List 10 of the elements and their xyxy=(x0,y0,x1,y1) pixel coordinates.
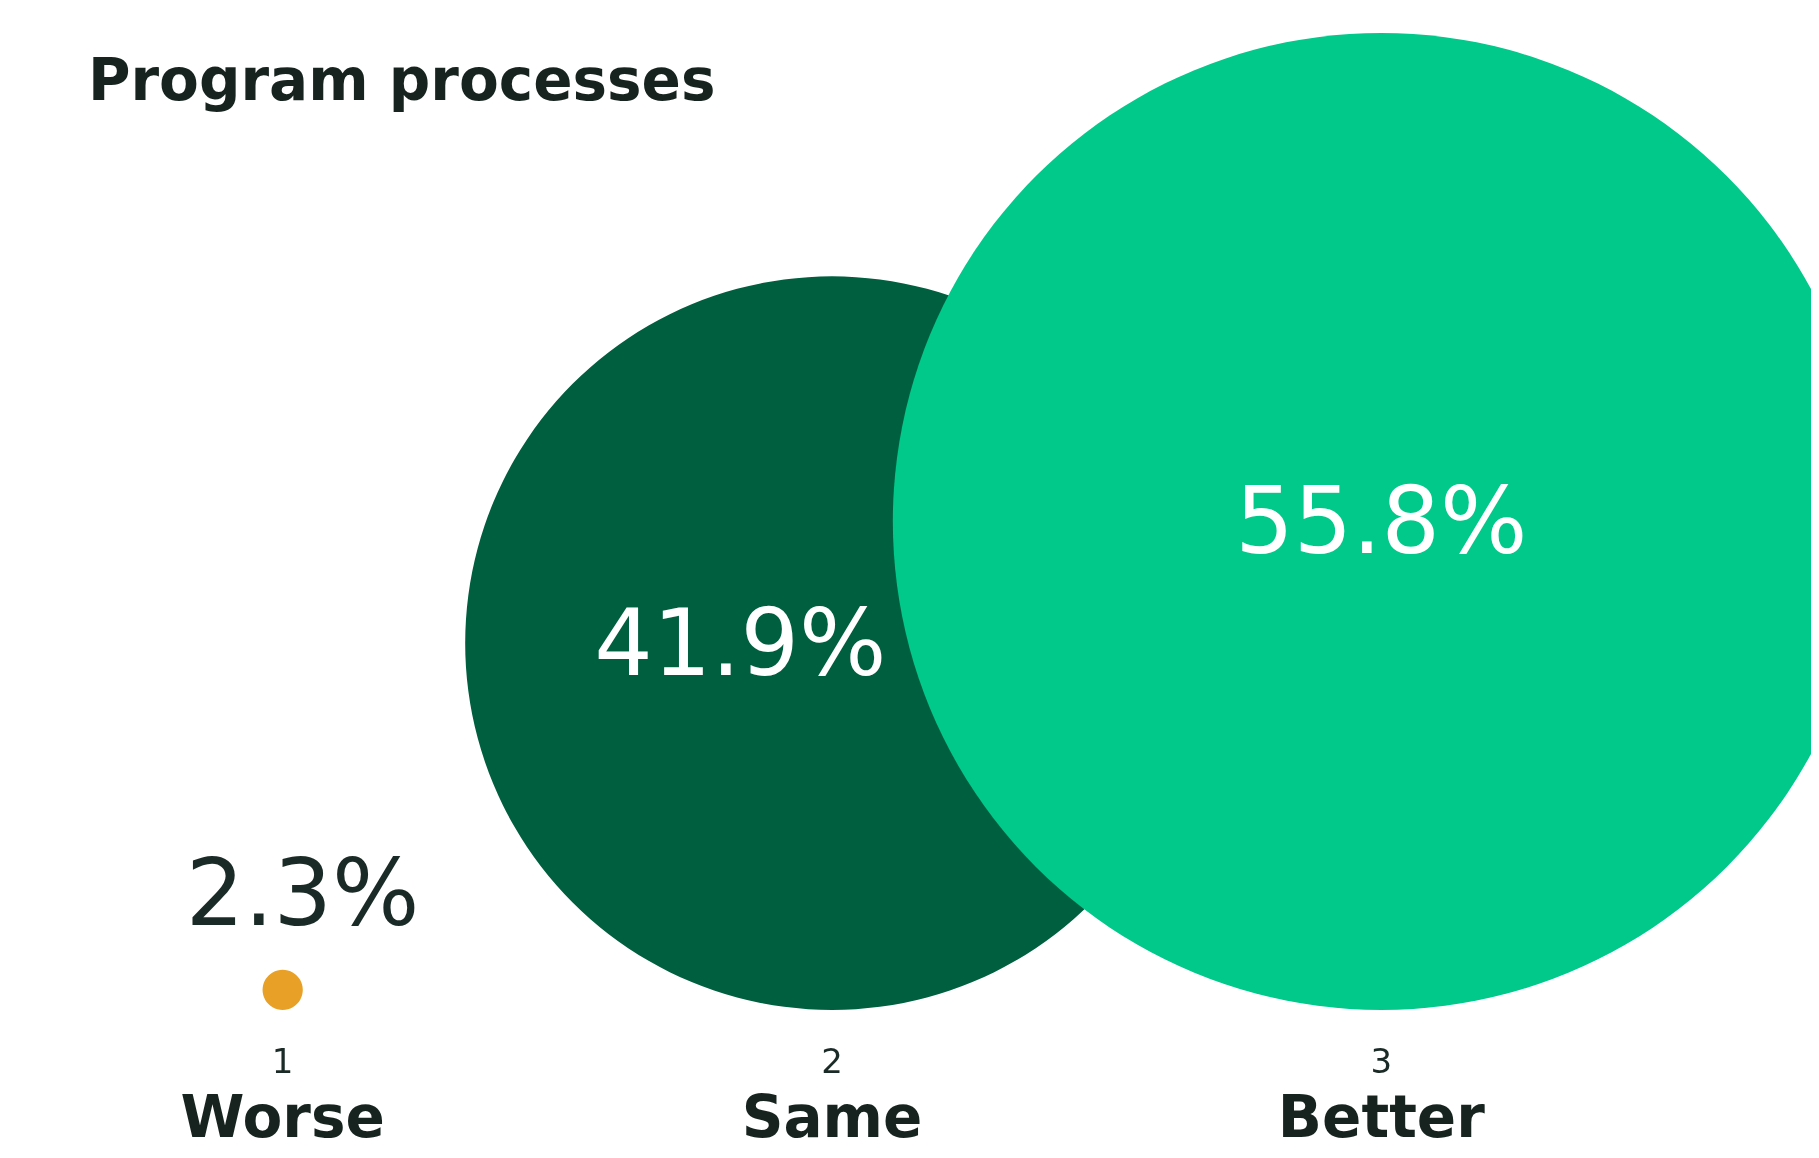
text: Program processes xyxy=(88,46,716,114)
data-label: 2.3% xyxy=(185,840,420,948)
category-label: Worse xyxy=(180,1083,385,1151)
category-label: Same xyxy=(741,1083,923,1151)
text: 1 xyxy=(271,1041,294,1081)
category-label: Better xyxy=(1277,1083,1486,1151)
data-label: 55.8% xyxy=(1235,468,1528,575)
text: 3 xyxy=(1370,1041,1393,1081)
data-label: 41.9% xyxy=(594,589,887,697)
text: 2 xyxy=(821,1041,843,1081)
